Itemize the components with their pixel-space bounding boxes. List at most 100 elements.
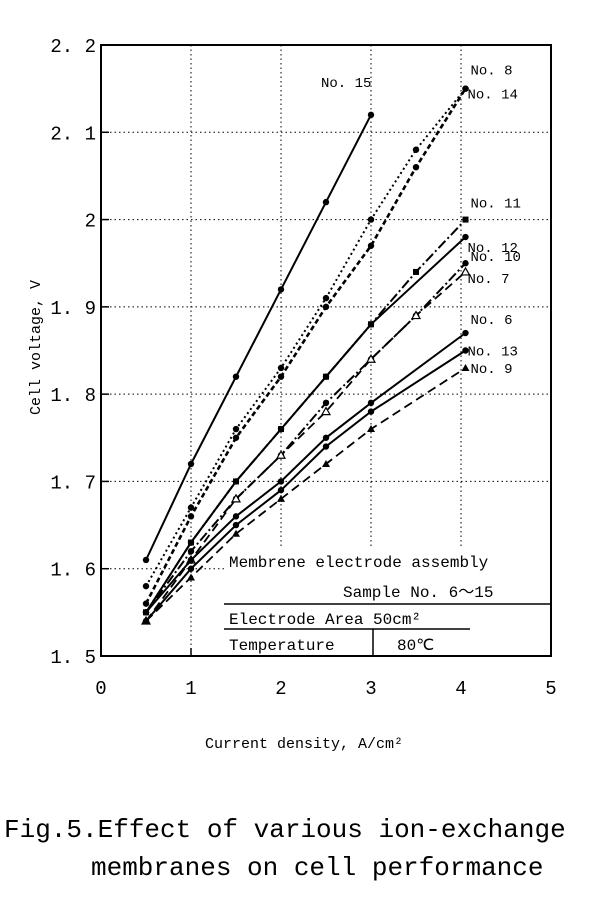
y-tick-label: 1. 5: [50, 647, 96, 669]
series-label: No. 8: [471, 64, 513, 80]
y-tick-label: 2. 1: [50, 123, 96, 145]
data-point: [462, 216, 469, 223]
data-point: [187, 513, 195, 520]
data-point: [232, 529, 240, 537]
data-point: [277, 364, 285, 372]
data-point: [187, 504, 195, 511]
data-point: [462, 329, 469, 337]
data-point: [187, 573, 195, 581]
x-tick-label: 5: [545, 678, 556, 700]
x-axis-title: Current density, A/cm²: [205, 736, 403, 753]
data-point: [322, 399, 330, 407]
data-point: [462, 260, 469, 267]
x-tick-label: 1: [185, 678, 196, 700]
series-no-9: [142, 363, 470, 625]
data-point: [142, 609, 150, 616]
plot-frame: [100, 44, 552, 657]
series-label: No. 9: [471, 362, 513, 378]
series-label: No. 10: [471, 250, 521, 266]
annotation-electrode-area: Electrode Area 50cm²: [229, 611, 421, 629]
data-point: [187, 539, 195, 546]
data-point: [367, 425, 375, 433]
data-point: [322, 294, 330, 302]
data-point: [322, 303, 330, 311]
annotation-block: Membrene electrode assembly Sample No. 6…: [224, 548, 550, 656]
data-point: [142, 600, 150, 607]
data-point: [232, 425, 240, 433]
data-point: [277, 286, 285, 293]
data-point: [462, 347, 469, 354]
data-point: [462, 233, 469, 241]
series-label: No. 6: [471, 313, 513, 329]
series-no-14: [142, 85, 469, 607]
data-point: [232, 513, 240, 520]
data-point: [187, 548, 195, 555]
data-point: [277, 494, 285, 502]
series-line: [145, 87, 467, 587]
data-point: [232, 434, 240, 441]
annotation-temperature-value: 80℃: [397, 637, 434, 655]
series-line: [145, 271, 467, 622]
y-tick-label: 1. 6: [50, 560, 96, 582]
annotation-assembly: Membrene electrode assembly: [229, 554, 489, 572]
data-point: [187, 460, 195, 468]
series-label: No. 13: [468, 345, 518, 361]
data-point: [322, 198, 330, 206]
series-no-15: [142, 111, 375, 564]
data-point: [413, 268, 419, 275]
x-tick-label: 2: [275, 678, 286, 700]
data-point: [187, 565, 195, 572]
series-no-6: [142, 329, 469, 616]
series-line: [145, 114, 372, 561]
y-tick-label: 2. 2: [50, 36, 96, 58]
tick-labels: 0 1 2 3 4 5 1. 5 1. 6 1. 7 1. 8 1. 9 2 2. 1 2. 2: [50, 36, 556, 700]
data-point: [322, 434, 330, 441]
y-axis-title: Cell voltage, V: [28, 280, 45, 415]
series-layer: [140, 85, 471, 625]
y-tick-label: 1. 8: [50, 385, 96, 407]
series-label: No. 14: [468, 88, 518, 104]
y-tick-label: 2: [85, 211, 96, 233]
data-point: [410, 310, 422, 320]
data-point: [142, 582, 150, 590]
x-tick-label: 3: [365, 678, 376, 700]
series-label: No. 15: [321, 76, 371, 92]
y-tick-label: 1. 9: [50, 298, 96, 320]
annotation-temperature-label: Temperature: [229, 637, 335, 655]
series-label: No. 12: [468, 241, 518, 257]
data-point: [277, 373, 285, 380]
data-point: [365, 354, 377, 363]
data-point: [232, 521, 240, 529]
y-tick-label: 1. 7: [50, 472, 96, 494]
data-point: [461, 363, 470, 371]
data-point: [232, 373, 240, 380]
data-point: [322, 459, 330, 467]
data-point: [275, 450, 287, 459]
x-tick-label: 4: [455, 678, 466, 700]
data-point: [462, 85, 469, 92]
data-point: [367, 408, 375, 415]
data-point: [277, 478, 285, 485]
data-point: [277, 425, 285, 433]
series-line: [144, 87, 467, 605]
data-point: [187, 556, 195, 564]
data-point: [142, 617, 150, 625]
data-point: [412, 146, 420, 153]
data-point: [320, 406, 332, 416]
data-point: [322, 443, 330, 450]
data-point: [367, 399, 375, 407]
figure-caption-line-1: Fig.5.Effect of various ion-exchange: [4, 815, 566, 845]
data-point: [142, 556, 150, 564]
data-point: [232, 478, 240, 485]
data-point: [277, 486, 285, 494]
data-point: [322, 373, 330, 380]
data-point: [460, 266, 471, 276]
data-point: [367, 216, 375, 223]
series-label: No. 7: [468, 272, 510, 288]
data-point: [230, 493, 242, 503]
annotation-sample: Sample No. 6～15: [343, 584, 493, 602]
x-tick-label: 0: [95, 678, 106, 700]
series-label: No. 11: [471, 197, 521, 213]
